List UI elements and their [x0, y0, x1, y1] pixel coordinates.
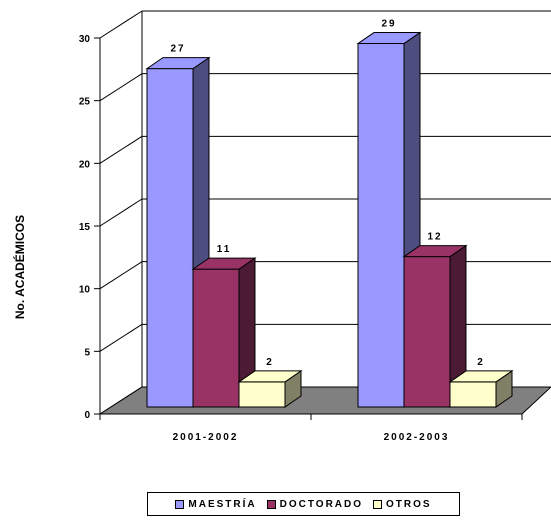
bar-0-1	[357, 43, 405, 408]
legend-item-otros: OTROS	[373, 499, 432, 510]
gridline-side	[99, 261, 143, 290]
y-tick-label: 0	[84, 410, 90, 421]
gridline-side	[99, 198, 143, 227]
legend-swatch-otros	[373, 499, 383, 509]
x-tick-label: 2001-2002	[173, 432, 239, 443]
data-label: 29	[381, 19, 396, 30]
legend-label-maestria: MAESTRÍA	[188, 498, 257, 510]
y-tick-label: 10	[79, 285, 91, 296]
y-tick-label: 5	[84, 347, 90, 358]
bar-0-0	[146, 68, 194, 408]
gridline-side	[99, 73, 143, 102]
legend: MAESTRÍA DOCTORADO OTROS	[147, 492, 460, 516]
data-label: 2	[266, 357, 274, 368]
bar-top-2-1	[448, 370, 514, 383]
bar-top-0-1	[356, 32, 422, 45]
y-tick-label: 25	[79, 97, 91, 108]
y-axis-label: No. ACADÉMICOS	[12, 215, 27, 319]
gridline-side	[99, 323, 143, 352]
data-label: 11	[217, 244, 232, 255]
data-label: 2	[477, 357, 485, 368]
data-label: 12	[427, 232, 442, 243]
bar-2-0	[238, 381, 286, 408]
bar-2-1	[449, 381, 497, 408]
legend-swatch-maestria	[175, 499, 185, 509]
bar-1-1	[403, 256, 451, 408]
legend-label-doctorado: DOCTORADO	[279, 498, 364, 510]
y-tick-label: 15	[79, 222, 91, 233]
y-tick-label: 30	[79, 34, 91, 45]
legend-item-maestria: MAESTRÍA	[175, 499, 256, 510]
bar-1-0	[192, 268, 240, 408]
data-label: 27	[170, 44, 185, 55]
gridline-side	[99, 10, 143, 39]
bar-top-2-0	[237, 370, 303, 383]
legend-swatch-doctorado	[266, 499, 276, 509]
x-tick-label: 2002-2003	[384, 432, 450, 443]
y-tick-label: 20	[79, 159, 91, 170]
legend-label-otros: OTROS	[386, 498, 432, 510]
bar-top-1-0	[191, 257, 257, 270]
bar-top-1-1	[402, 245, 468, 258]
gridline-side	[99, 135, 143, 164]
bar-top-0-0	[145, 57, 211, 70]
legend-item-doctorado: DOCTORADO	[266, 498, 364, 510]
